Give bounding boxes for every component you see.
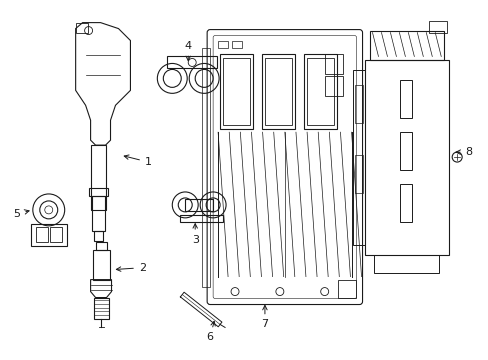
Bar xyxy=(167,57,217,68)
Text: 3: 3 xyxy=(191,224,198,245)
Text: 7: 7 xyxy=(261,305,268,329)
Text: 4: 4 xyxy=(184,41,191,60)
Bar xyxy=(303,54,336,129)
Bar xyxy=(354,85,362,123)
Bar xyxy=(93,231,102,241)
Bar xyxy=(36,227,48,242)
Text: 5: 5 xyxy=(13,209,29,219)
Bar xyxy=(232,41,242,48)
Bar xyxy=(90,145,105,210)
Bar xyxy=(324,76,342,96)
Bar xyxy=(92,250,109,280)
Bar xyxy=(369,31,443,60)
Polygon shape xyxy=(180,292,222,327)
Bar xyxy=(202,48,210,287)
Bar xyxy=(400,80,411,118)
Bar xyxy=(93,298,108,319)
Bar xyxy=(354,155,362,193)
Bar xyxy=(324,54,342,75)
Bar xyxy=(180,215,223,222)
Bar xyxy=(264,58,291,125)
Text: 1: 1 xyxy=(124,155,152,167)
Bar xyxy=(95,242,106,250)
Bar xyxy=(76,23,87,32)
Bar xyxy=(220,54,252,129)
Text: 8: 8 xyxy=(455,147,472,157)
Bar xyxy=(400,132,411,170)
Bar xyxy=(262,54,294,129)
Bar xyxy=(185,199,213,211)
Text: 6: 6 xyxy=(206,321,215,342)
Bar xyxy=(88,188,107,196)
Bar xyxy=(218,41,227,48)
Bar xyxy=(352,71,364,245)
Bar xyxy=(306,58,333,125)
Bar xyxy=(428,21,447,32)
Bar xyxy=(91,196,104,231)
Bar xyxy=(223,58,249,125)
Bar xyxy=(400,184,411,222)
Bar xyxy=(364,60,448,255)
Text: 2: 2 xyxy=(116,263,145,273)
Bar xyxy=(374,255,438,273)
Bar xyxy=(31,224,66,246)
Bar xyxy=(337,280,355,298)
Bar xyxy=(50,227,61,242)
